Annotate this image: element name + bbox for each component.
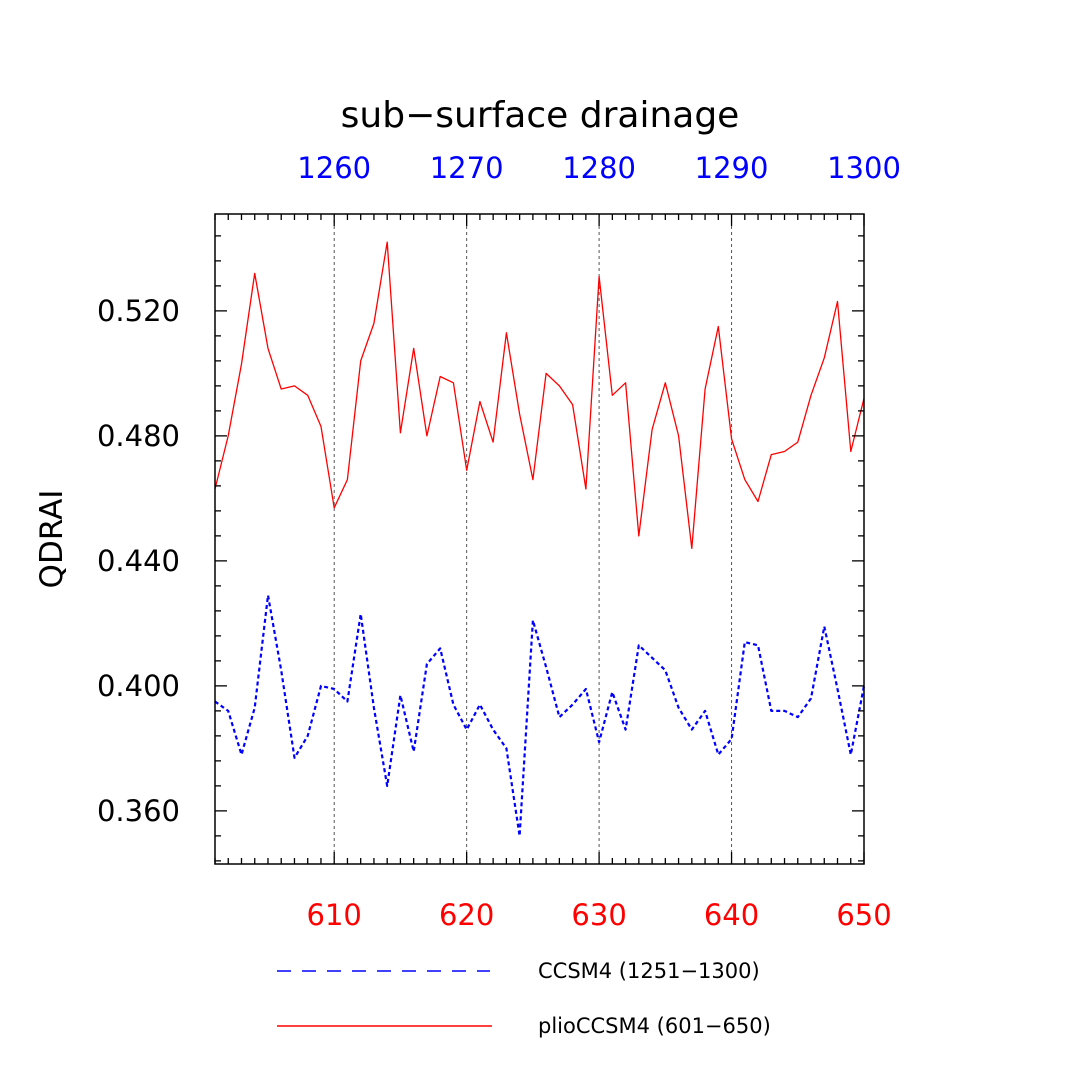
chart-title: sub−surface drainage [341,95,740,136]
x-top-tick-label-1280: 1280 [562,151,636,185]
legend-label-ccsm4: CCSM4 (1251−1300) [538,959,760,983]
legend: CCSM4 (1251−1300) plioCCSM4 (601−650) [277,959,771,1038]
y-tick-label-0.520: 0.520 [97,294,180,328]
y-axis-label: QDRAI [34,490,70,589]
axis-tick-labels: 0.360 0.400 0.440 0.480 0.520 610 620 630 640 650… [97,151,901,932]
x-top-tick-label-1260: 1260 [297,151,371,185]
plot-frame [214,213,865,865]
axis-ticks [214,214,865,864]
x-top-tick-label-1270: 1270 [430,151,504,185]
x-top-tick-label-1290: 1290 [695,151,769,185]
x-bottom-tick-label-640: 640 [704,898,759,932]
x-bottom-tick-label-630: 630 [571,898,626,932]
y-tick-label-0.360: 0.360 [97,794,180,828]
y-tick-label-0.400: 0.400 [97,669,180,703]
y-tick-label-0.440: 0.440 [97,544,180,578]
x-bottom-tick-label-650: 650 [836,898,891,932]
legend-label-plioccsm4: plioCCSM4 (601−650) [538,1014,771,1038]
x-bottom-tick-label-610: 610 [307,898,362,932]
x-top-tick-label-1300: 1300 [827,151,901,185]
vertical-gridlines [333,214,733,864]
series-line-ccsm4 [214,594,866,838]
series-line-pliccsm4 [214,241,865,550]
series-lines [214,241,866,838]
x-bottom-tick-label-620: 620 [439,898,494,932]
y-tick-label-0.480: 0.480 [97,419,180,453]
